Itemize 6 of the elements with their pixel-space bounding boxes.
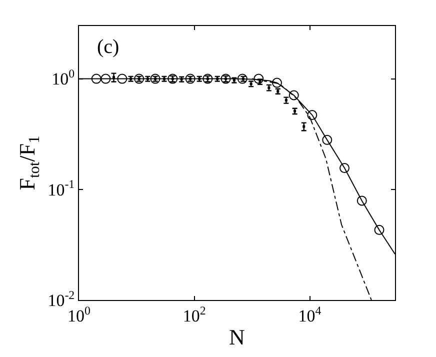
x-axis-title: N (229, 324, 246, 350)
x-tick-label: 10$^{4}$ (298, 303, 322, 326)
y-tick-label: 10$^{-1}$ (48, 177, 75, 200)
annotation: (c) (97, 36, 120, 58)
y-tick-label: 10$^{0}$ (52, 66, 75, 89)
x-tick-label: 10$^{2}$ (182, 303, 206, 326)
